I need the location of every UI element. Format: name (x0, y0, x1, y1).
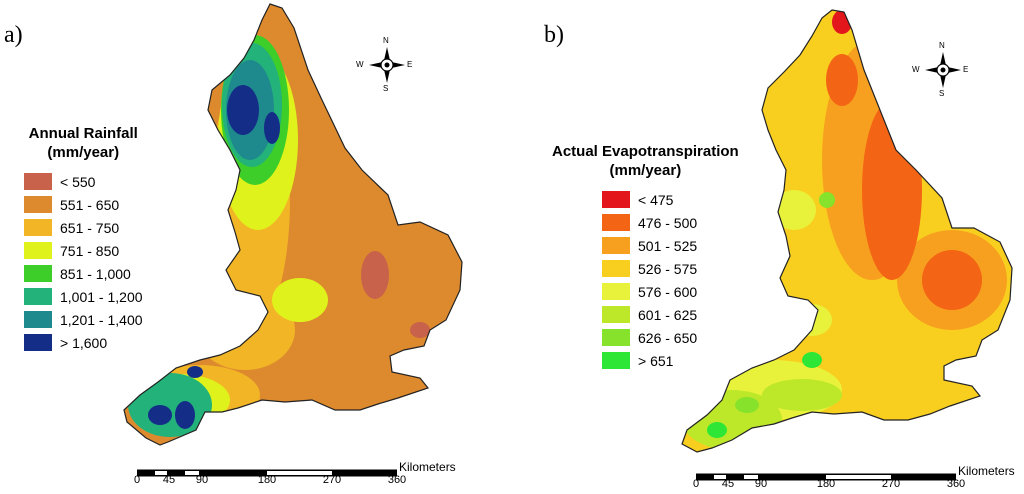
scale-tick: 0 (692, 478, 700, 490)
legend-unit: (mm/year) (609, 162, 682, 179)
scale-bar-graphic (137, 469, 397, 477)
panel-label: a) (4, 22, 23, 48)
legend-label: < 550 (60, 173, 96, 190)
legend-rainfall: Annual Rainfall (mm/year) < 550 551 - 650… (24, 124, 143, 354)
legend-swatch (602, 329, 630, 346)
legend-swatch (602, 352, 630, 369)
legend-title: Annual Rainfall (28, 125, 138, 142)
panel-label: b) (544, 22, 564, 48)
legend-label: 751 - 850 (60, 242, 120, 259)
legend-unit: (mm/year) (47, 144, 120, 161)
legend-swatch (24, 173, 52, 190)
legend-label: 551 - 650 (60, 196, 120, 213)
legend-swatch (602, 283, 630, 300)
legend-label: 1,201 - 1,400 (60, 311, 143, 328)
rainfall-map (123, 3, 463, 446)
scale-tick: 90 (195, 474, 209, 486)
legend-swatch (602, 191, 630, 208)
legend-item: 1,201 - 1,400 (24, 308, 143, 331)
legend-swatch (24, 334, 52, 351)
evapotranspiration-map (681, 9, 1013, 453)
legend-label: 501 - 525 (638, 237, 698, 254)
legend-items: < 550 551 - 650 651 - 750 751 - 850 851 - 1,… (24, 170, 143, 354)
legend-item: 526 - 575 (602, 257, 739, 280)
legend-item: 751 - 850 (24, 239, 143, 262)
legend-item: 501 - 525 (602, 234, 739, 257)
scale-tick: 180 (816, 478, 836, 490)
legend-swatch (602, 237, 630, 254)
compass-rose: N S E W (356, 36, 413, 93)
legend-label: 601 - 625 (638, 306, 698, 323)
legend-label: 651 - 750 (60, 219, 120, 236)
scale-bar: 0 45 90 180 270 360 Kilometers (692, 464, 1015, 492)
legend-swatch (24, 196, 52, 213)
legend-title: Actual Evapotranspiration (552, 143, 739, 160)
legend-label: 851 - 1,000 (60, 265, 131, 282)
compass-icon (369, 47, 405, 83)
scale-bar: 0 45 90 180 270 360 Kilometers (133, 460, 456, 488)
panel-evapotranspiration: b) (512, 0, 1024, 494)
scale-tick: 45 (162, 474, 176, 486)
scale-tick: 270 (322, 474, 342, 486)
legend-swatch (24, 219, 52, 236)
legend-item: 476 - 500 (602, 211, 739, 234)
legend-label: 576 - 600 (638, 283, 698, 300)
legend-label: 626 - 650 (638, 329, 698, 346)
legend-item: > 1,600 (24, 331, 143, 354)
legend-swatch (24, 242, 52, 259)
compass-icon (925, 52, 961, 88)
legend-item: 626 - 650 (602, 326, 739, 349)
scale-unit: Kilometers (958, 464, 1015, 478)
legend-item: 576 - 600 (602, 280, 739, 303)
legend-item: 1,001 - 1,200 (24, 285, 143, 308)
legend-label: 476 - 500 (638, 214, 698, 231)
legend-swatch (602, 306, 630, 323)
legend-label: 526 - 575 (638, 260, 698, 277)
compass-rose: N S E W (912, 41, 969, 98)
scale-tick: 270 (881, 478, 901, 490)
scale-unit: Kilometers (399, 460, 456, 474)
legend-item: 651 - 750 (24, 216, 143, 239)
scale-tick: 360 (946, 478, 966, 490)
scale-tick: 45 (721, 478, 735, 490)
legend-label: > 651 (638, 352, 674, 369)
legend-label: < 475 (638, 191, 674, 208)
scale-tick: 180 (257, 474, 277, 486)
legend-label: > 1,600 (60, 334, 108, 351)
panel-rainfall: a) (4, 3, 463, 488)
legend-item: < 475 (602, 188, 739, 211)
legend-items: < 475 476 - 500 501 - 525 526 - 575 576 - 60… (552, 188, 739, 372)
scale-tick: 90 (754, 478, 768, 490)
legend-item: < 550 (24, 170, 143, 193)
legend-swatch (602, 260, 630, 277)
legend-swatch (24, 288, 52, 305)
legend-swatch (24, 311, 52, 328)
legend-item: 551 - 650 (24, 193, 143, 216)
scale-tick: 0 (133, 474, 141, 486)
legend-swatch (24, 265, 52, 282)
legend-item: 601 - 625 (602, 303, 739, 326)
scale-bar-graphic (696, 473, 956, 481)
legend-evapotranspiration: Actual Evapotranspiration (mm/year) < 47… (552, 142, 739, 372)
scale-tick: 360 (387, 474, 407, 486)
legend-label: 1,001 - 1,200 (60, 288, 143, 305)
legend-item: > 651 (602, 349, 739, 372)
legend-item: 851 - 1,000 (24, 262, 143, 285)
legend-swatch (602, 214, 630, 231)
